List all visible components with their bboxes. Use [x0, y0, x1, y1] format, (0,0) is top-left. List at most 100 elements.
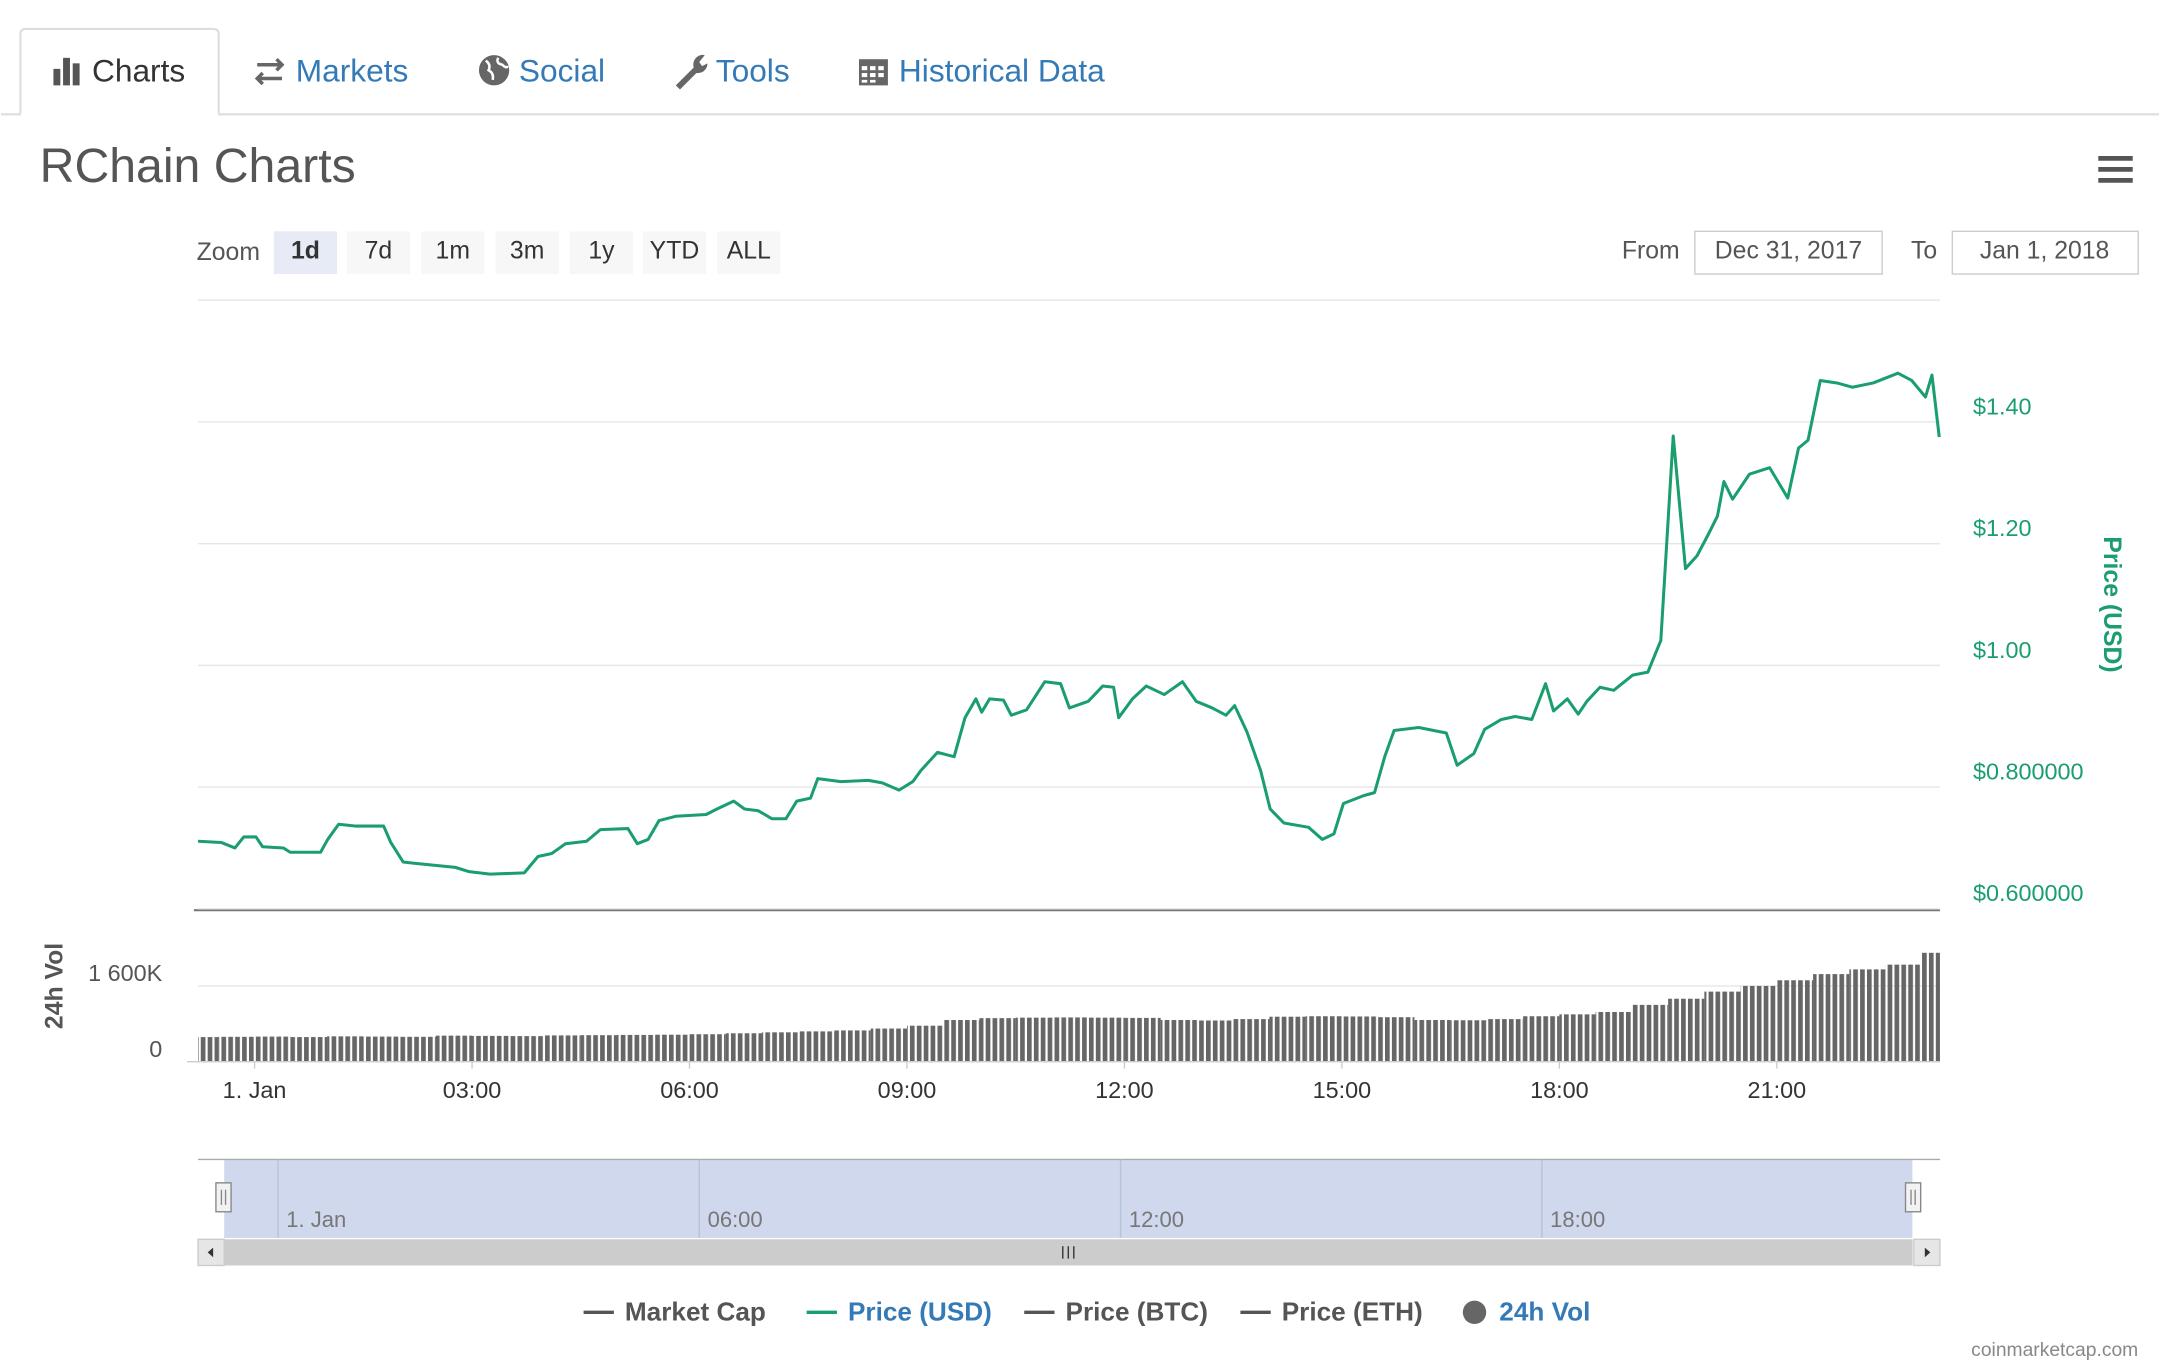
charts-icon	[53, 57, 80, 86]
zoom-button-label[interactable]: 3m	[510, 238, 544, 265]
volume-bar	[1885, 964, 1922, 1062]
from-input[interactable]	[1694, 230, 1883, 275]
zoom-button[interactable]	[495, 231, 559, 275]
volume-bar	[1668, 998, 1705, 1062]
x-tick-label: 1. Jan	[223, 1077, 287, 1103]
y-tick-label: 0	[149, 1036, 162, 1062]
volume-bar	[1595, 1011, 1632, 1062]
volume-bar	[834, 1030, 871, 1062]
volume-bar	[1776, 980, 1814, 1062]
volume-bar	[218, 1036, 255, 1062]
scroll-grip	[1062, 1246, 1075, 1259]
y-axis-title: Price (USD)	[2098, 536, 2125, 672]
zoom-button-label[interactable]: ALL	[727, 238, 771, 265]
volume-bar	[943, 1020, 980, 1062]
x-tick-label: 21:00	[1748, 1077, 1807, 1103]
navigator-tick-label: 12:00	[1129, 1207, 1184, 1232]
tab-label[interactable]: Charts	[92, 52, 185, 88]
zoom-button[interactable]	[717, 231, 781, 275]
volume-bar	[906, 1025, 944, 1062]
y-tick-label: $0.800000	[1973, 759, 2084, 785]
zoom-button[interactable]	[346, 231, 411, 275]
zoom-button-label[interactable]: YTD	[650, 238, 700, 265]
legend-label[interactable]: Price (ETH)	[1282, 1297, 1423, 1327]
x-tick-label: 03:00	[443, 1077, 502, 1103]
tools-icon	[675, 54, 708, 90]
zoom-button-label[interactable]: 1m	[436, 238, 470, 265]
volume-bar	[327, 1036, 364, 1062]
volume-bar	[254, 1036, 291, 1062]
volume-bar	[1813, 974, 1850, 1062]
legend-label[interactable]: Price (BTC)	[1066, 1297, 1208, 1327]
arrow	[1924, 1247, 1931, 1258]
volume-bar	[1486, 1019, 1524, 1062]
navigator-selection[interactable]	[224, 1159, 1913, 1238]
volume-bar	[363, 1036, 400, 1062]
volume-bar	[1088, 1017, 1125, 1062]
volume-bar	[399, 1036, 436, 1062]
price-line	[197, 371, 1941, 876]
x-tick-label: 06:00	[660, 1077, 719, 1103]
active-tab[interactable]	[19, 27, 220, 115]
tab-label[interactable]: Tools	[716, 52, 790, 88]
zoom-button-label[interactable]: 7d	[365, 238, 393, 265]
volume-bar	[290, 1037, 328, 1062]
volume-bar	[1378, 1017, 1415, 1062]
volume-bar	[653, 1034, 690, 1062]
navigator-tick-label: 1. Jan	[286, 1207, 346, 1232]
zoom-button[interactable]	[569, 231, 634, 275]
zoom-button-label[interactable]: 1d	[291, 238, 320, 265]
volume-bar	[689, 1034, 726, 1062]
volume-bar	[1523, 1016, 1560, 1062]
tab-label[interactable]: Historical Data	[899, 52, 1105, 88]
volume-bar	[1559, 1014, 1596, 1062]
y-tick-label: 1 600K	[88, 960, 163, 986]
volume-bar	[1305, 1016, 1342, 1062]
navigator-tick-label: 06:00	[708, 1207, 763, 1232]
tab-label[interactable]: Social	[519, 52, 605, 88]
menu-icon[interactable]	[2098, 155, 2133, 183]
x-tick-label: 12:00	[1095, 1077, 1154, 1103]
volume-bar	[580, 1035, 618, 1062]
x-tick-label: 18:00	[1530, 1077, 1589, 1103]
volume-bar	[435, 1035, 473, 1062]
volume-bar	[1414, 1020, 1451, 1062]
navigator-handle[interactable]	[215, 1182, 232, 1213]
zoom-label: Zoom	[197, 239, 260, 266]
volume-bar	[1450, 1020, 1487, 1062]
legend-label[interactable]: Price (USD)	[848, 1297, 992, 1327]
zoom-button-label[interactable]: 1y	[588, 238, 615, 265]
volume-bar	[1160, 1020, 1197, 1062]
from-label: From	[1622, 238, 1680, 265]
zoom-button[interactable]	[421, 231, 485, 275]
y-tick-label: $0.600000	[1973, 880, 2084, 906]
navigator-handle[interactable]	[1904, 1182, 1922, 1213]
to-input[interactable]	[1951, 230, 2139, 275]
volume-bar	[1124, 1017, 1161, 1062]
volume-bar	[198, 1037, 219, 1062]
volume-bar	[1015, 1017, 1052, 1062]
x-tick-label: 15:00	[1313, 1077, 1372, 1103]
page-title: RChain Charts	[40, 139, 356, 193]
to-label: To	[1911, 238, 1937, 265]
volume-bar	[1233, 1019, 1270, 1062]
tab-label[interactable]: Markets	[296, 52, 409, 88]
legend-symbol	[1462, 1300, 1487, 1325]
volume-bar	[508, 1036, 545, 1062]
to-date: Jan 1, 2018	[1980, 238, 2109, 265]
volume-bar	[725, 1033, 762, 1062]
legend-label[interactable]: 24h Vol	[1499, 1297, 1590, 1327]
volume-bar	[1849, 969, 1886, 1062]
volume-bar	[870, 1028, 907, 1062]
volume-bar	[761, 1032, 799, 1062]
volume-bar	[617, 1034, 654, 1062]
volume-bar	[1631, 1004, 1669, 1062]
volume-bar	[1740, 985, 1777, 1062]
legend-label[interactable]: Market Cap	[625, 1297, 766, 1327]
zoom-button[interactable]	[273, 231, 338, 275]
zoom-button[interactable]	[642, 231, 707, 275]
volume-bar	[1341, 1016, 1379, 1062]
y-tick-label: $1.00	[1973, 637, 2032, 663]
